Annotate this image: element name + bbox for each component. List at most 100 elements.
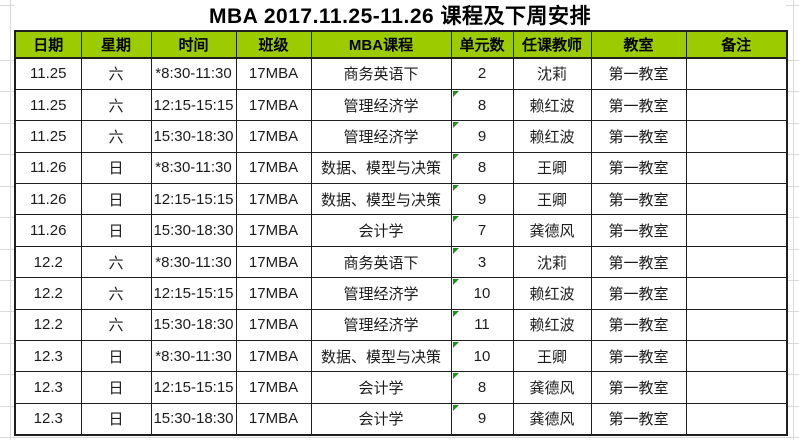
cell-room[interactable]: 第一教室 — [590, 88, 687, 122]
column-header-date[interactable]: 日期 — [14, 30, 82, 59]
cell-weekday[interactable]: 六 — [80, 88, 152, 122]
cell-course[interactable]: 数据、模型与决策 — [310, 340, 452, 373]
column-header-teacher[interactable]: 任课教师 — [512, 30, 592, 59]
cell-class[interactable]: 17MBA — [235, 88, 312, 122]
cell-time[interactable]: 12:15-15:15 — [150, 371, 237, 404]
cell-class[interactable]: 17MBA — [235, 277, 312, 310]
cell-time[interactable]: 15:30-18:30 — [150, 120, 237, 153]
cell-room[interactable]: 第一教室 — [590, 151, 687, 185]
cell-time[interactable]: 12:15-15:15 — [150, 183, 237, 216]
cell-room[interactable]: 第一教室 — [590, 277, 687, 310]
cell-time[interactable]: *8:30-11:30 — [150, 340, 237, 373]
cell-course[interactable]: 会计学 — [310, 214, 452, 247]
cell-room[interactable]: 第一教室 — [590, 183, 687, 216]
cell-time[interactable]: *8:30-11:30 — [150, 245, 237, 279]
cell-teacher[interactable]: 龚德风 — [512, 371, 592, 404]
cell-time[interactable]: *8:30-11:30 — [150, 151, 237, 185]
cell-class[interactable]: 17MBA — [235, 57, 312, 90]
cell-note[interactable] — [685, 88, 788, 122]
cell-room[interactable]: 第一教室 — [590, 402, 687, 436]
cell-room[interactable]: 第一教室 — [590, 371, 687, 404]
cell-teacher[interactable]: 王卿 — [512, 151, 592, 185]
cell-course[interactable]: 会计学 — [310, 371, 452, 404]
cell-date[interactable]: 12.2 — [14, 277, 82, 310]
cell-note[interactable] — [685, 183, 788, 216]
cell-date[interactable]: 12.3 — [14, 371, 82, 404]
cell-course[interactable]: 管理经济学 — [310, 277, 452, 310]
cell-date[interactable]: 12.2 — [14, 245, 82, 279]
cell-weekday[interactable]: 六 — [80, 245, 152, 279]
cell-units[interactable]: 7 — [450, 214, 514, 247]
cell-weekday[interactable]: 日 — [80, 183, 152, 216]
cell-units[interactable]: 10 — [450, 277, 514, 310]
column-header-time[interactable]: 时间 — [150, 30, 237, 59]
cell-note[interactable] — [685, 245, 788, 279]
cell-time[interactable]: 12:15-15:15 — [150, 88, 237, 122]
cell-date[interactable]: 12.3 — [14, 402, 82, 436]
cell-class[interactable]: 17MBA — [235, 245, 312, 279]
cell-date[interactable]: 11.26 — [14, 214, 82, 247]
cell-teacher[interactable]: 赖红波 — [512, 120, 592, 153]
column-header-room[interactable]: 教室 — [590, 30, 687, 59]
column-header-units[interactable]: 单元数 — [450, 30, 514, 59]
cell-weekday[interactable]: 日 — [80, 214, 152, 247]
cell-course[interactable]: 管理经济学 — [310, 308, 452, 342]
cell-weekday[interactable]: 日 — [80, 371, 152, 404]
cell-date[interactable]: 11.25 — [14, 120, 82, 153]
cell-class[interactable]: 17MBA — [235, 151, 312, 185]
cell-class[interactable]: 17MBA — [235, 120, 312, 153]
cell-time[interactable]: *8:30-11:30 — [150, 57, 237, 90]
cell-time[interactable]: 12:15-15:15 — [150, 277, 237, 310]
cell-room[interactable]: 第一教室 — [590, 57, 687, 90]
cell-units[interactable]: 8 — [450, 88, 514, 122]
cell-units[interactable]: 9 — [450, 402, 514, 436]
cell-class[interactable]: 17MBA — [235, 402, 312, 436]
cell-date[interactable]: 12.2 — [14, 308, 82, 342]
column-header-class[interactable]: 班级 — [235, 30, 312, 59]
cell-note[interactable] — [685, 402, 788, 436]
cell-weekday[interactable]: 六 — [80, 120, 152, 153]
column-header-weekday[interactable]: 星期 — [80, 30, 152, 59]
cell-course[interactable]: 商务英语下 — [310, 245, 452, 279]
cell-time[interactable]: 15:30-18:30 — [150, 402, 237, 436]
cell-teacher[interactable]: 沈莉 — [512, 57, 592, 90]
cell-course[interactable]: 数据、模型与决策 — [310, 183, 452, 216]
cell-units[interactable]: 2 — [450, 57, 514, 90]
column-header-course[interactable]: MBA课程 — [310, 30, 452, 59]
cell-room[interactable]: 第一教室 — [590, 120, 687, 153]
cell-weekday[interactable]: 日 — [80, 151, 152, 185]
cell-time[interactable]: 15:30-18:30 — [150, 214, 237, 247]
cell-date[interactable]: 11.26 — [14, 151, 82, 185]
cell-course[interactable]: 管理经济学 — [310, 120, 452, 153]
cell-weekday[interactable]: 日 — [80, 402, 152, 436]
cell-note[interactable] — [685, 340, 788, 373]
cell-course[interactable]: 商务英语下 — [310, 57, 452, 90]
cell-class[interactable]: 17MBA — [235, 371, 312, 404]
cell-room[interactable]: 第一教室 — [590, 214, 687, 247]
cell-class[interactable]: 17MBA — [235, 214, 312, 247]
cell-note[interactable] — [685, 371, 788, 404]
cell-units[interactable]: 8 — [450, 371, 514, 404]
cell-units[interactable]: 9 — [450, 183, 514, 216]
cell-time[interactable]: 15:30-18:30 — [150, 308, 237, 342]
cell-units[interactable]: 9 — [450, 120, 514, 153]
cell-note[interactable] — [685, 120, 788, 153]
cell-class[interactable]: 17MBA — [235, 308, 312, 342]
cell-units[interactable]: 3 — [450, 245, 514, 279]
cell-note[interactable] — [685, 277, 788, 310]
cell-teacher[interactable]: 龚德风 — [512, 402, 592, 436]
cell-note[interactable] — [685, 57, 788, 90]
cell-teacher[interactable]: 沈莉 — [512, 245, 592, 279]
cell-weekday[interactable]: 日 — [80, 340, 152, 373]
cell-weekday[interactable]: 六 — [80, 277, 152, 310]
cell-teacher[interactable]: 王卿 — [512, 340, 592, 373]
cell-units[interactable]: 10 — [450, 340, 514, 373]
cell-note[interactable] — [685, 214, 788, 247]
cell-units[interactable]: 11 — [450, 308, 514, 342]
cell-date[interactable]: 11.26 — [14, 183, 82, 216]
cell-teacher[interactable]: 赖红波 — [512, 88, 592, 122]
cell-date[interactable]: 11.25 — [14, 88, 82, 122]
cell-date[interactable]: 12.3 — [14, 340, 82, 373]
cell-room[interactable]: 第一教室 — [590, 245, 687, 279]
cell-class[interactable]: 17MBA — [235, 340, 312, 373]
